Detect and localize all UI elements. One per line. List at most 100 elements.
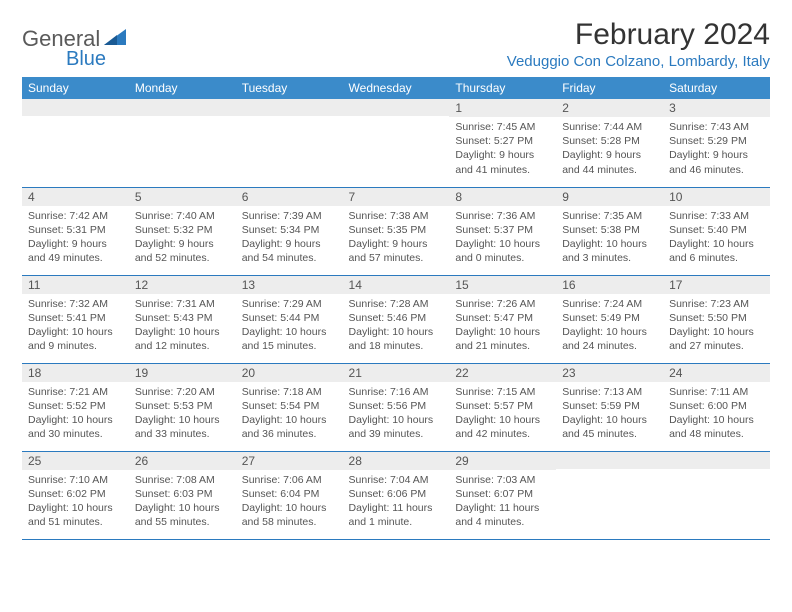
daylight-text: Daylight: 10 hours and 42 minutes. xyxy=(455,413,550,441)
sunset-text: Sunset: 5:40 PM xyxy=(669,223,764,237)
sunset-text: Sunset: 5:28 PM xyxy=(562,134,657,148)
day-number xyxy=(129,99,236,116)
day-number: 22 xyxy=(449,364,556,382)
sunset-text: Sunset: 5:34 PM xyxy=(242,223,337,237)
sunrise-text: Sunrise: 7:31 AM xyxy=(135,297,230,311)
day-details: Sunrise: 7:10 AMSunset: 6:02 PMDaylight:… xyxy=(22,470,129,534)
sunset-text: Sunset: 5:32 PM xyxy=(135,223,230,237)
day-cell: 6 Sunrise: 7:39 AMSunset: 5:34 PMDaylight… xyxy=(236,187,343,275)
daylight-text: Daylight: 10 hours and 24 minutes. xyxy=(562,325,657,353)
day-number: 14 xyxy=(343,276,450,294)
table-row: 18Sunrise: 7:21 AMSunset: 5:52 PMDayligh… xyxy=(22,363,770,451)
sunrise-text: Sunrise: 7:23 AM xyxy=(669,297,764,311)
day-number xyxy=(663,452,770,469)
day-cell: 3Sunrise: 7:43 AMSunset: 5:29 PMDaylight… xyxy=(663,99,770,187)
sunrise-text: Sunrise: 7:35 AM xyxy=(562,209,657,223)
brand-logo: General xyxy=(22,18,128,52)
table-row: 25Sunrise: 7:10 AMSunset: 6:02 PMDayligh… xyxy=(22,451,770,539)
sunrise-text: Sunrise: 7:21 AM xyxy=(28,385,123,399)
sunrise-text: Sunrise: 7:26 AM xyxy=(455,297,550,311)
calendar-body: 1Sunrise: 7:45 AMSunset: 5:27 PMDaylight… xyxy=(22,99,770,539)
sunrise-text: Sunrise: 7:04 AM xyxy=(349,473,444,487)
daylight-text: Daylight: 10 hours and 58 minutes. xyxy=(242,501,337,529)
sunset-text: Sunset: 5:38 PM xyxy=(562,223,657,237)
sunrise-text: Sunrise: 7:10 AM xyxy=(28,473,123,487)
daylight-text: Daylight: 9 hours and 57 minutes. xyxy=(349,237,444,265)
day-details: Sunrise: 7:04 AMSunset: 6:06 PMDaylight:… xyxy=(343,470,450,534)
day-cell: 9Sunrise: 7:35 AMSunset: 5:38 PMDaylight… xyxy=(556,187,663,275)
day-cell: 16Sunrise: 7:24 AMSunset: 5:49 PMDayligh… xyxy=(556,275,663,363)
daylight-text: Daylight: 10 hours and 39 minutes. xyxy=(349,413,444,441)
day-cell: 4 Sunrise: 7:42 AMSunset: 5:31 PMDaylight… xyxy=(22,187,129,275)
day-cell: 13Sunrise: 7:29 AMSunset: 5:44 PMDayligh… xyxy=(236,275,343,363)
daylight-text: Daylight: 10 hours and 21 minutes. xyxy=(455,325,550,353)
daylight-text: Daylight: 9 hours and 52 minutes. xyxy=(135,237,230,265)
day-cell: 21Sunrise: 7:16 AMSunset: 5:56 PMDayligh… xyxy=(343,363,450,451)
title-block: February 2024 Veduggio Con Colzano, Lomb… xyxy=(507,18,770,70)
day-number: 1 xyxy=(449,99,556,117)
day-number: 4 xyxy=(22,188,129,206)
day-header-row: Sunday Monday Tuesday Wednesday Thursday… xyxy=(22,77,770,99)
sunrise-text: Sunrise: 7:39 AM xyxy=(242,209,337,223)
day-cell: 2Sunrise: 7:44 AMSunset: 5:28 PMDaylight… xyxy=(556,99,663,187)
day-cell: 18Sunrise: 7:21 AMSunset: 5:52 PMDayligh… xyxy=(22,363,129,451)
day-details: Sunrise: 7:03 AMSunset: 6:07 PMDaylight:… xyxy=(449,470,556,534)
page-title: February 2024 xyxy=(507,18,770,51)
location-subtitle: Veduggio Con Colzano, Lombardy, Italy xyxy=(507,53,770,70)
day-details: Sunrise: 7:36 AMSunset: 5:37 PMDaylight:… xyxy=(449,206,556,270)
day-cell: 15Sunrise: 7:26 AMSunset: 5:47 PMDayligh… xyxy=(449,275,556,363)
sunrise-text: Sunrise: 7:18 AM xyxy=(242,385,337,399)
day-number: 2 xyxy=(556,99,663,117)
sunset-text: Sunset: 5:31 PM xyxy=(28,223,123,237)
sunrise-text: Sunrise: 7:03 AM xyxy=(455,473,550,487)
day-details: Sunrise: 7:21 AMSunset: 5:52 PMDaylight:… xyxy=(22,382,129,446)
col-wednesday: Wednesday xyxy=(343,77,450,99)
day-cell: 19Sunrise: 7:20 AMSunset: 5:53 PMDayligh… xyxy=(129,363,236,451)
daylight-text: Daylight: 10 hours and 30 minutes. xyxy=(28,413,123,441)
sunrise-text: Sunrise: 7:29 AM xyxy=(242,297,337,311)
day-number: 6 xyxy=(236,188,343,206)
day-number: 26 xyxy=(129,452,236,470)
day-cell xyxy=(129,99,236,187)
day-number: 11 xyxy=(22,276,129,294)
daylight-text: Daylight: 10 hours and 0 minutes. xyxy=(455,237,550,265)
day-number: 16 xyxy=(556,276,663,294)
sunset-text: Sunset: 5:50 PM xyxy=(669,311,764,325)
daylight-text: Daylight: 10 hours and 18 minutes. xyxy=(349,325,444,353)
sunrise-text: Sunrise: 7:42 AM xyxy=(28,209,123,223)
day-number: 13 xyxy=(236,276,343,294)
day-number xyxy=(343,99,450,116)
day-cell: 23Sunrise: 7:13 AMSunset: 5:59 PMDayligh… xyxy=(556,363,663,451)
table-row: 11Sunrise: 7:32 AMSunset: 5:41 PMDayligh… xyxy=(22,275,770,363)
day-details: Sunrise: 7:06 AMSunset: 6:04 PMDaylight:… xyxy=(236,470,343,534)
sunset-text: Sunset: 5:59 PM xyxy=(562,399,657,413)
day-details: Sunrise: 7:11 AMSunset: 6:00 PMDaylight:… xyxy=(663,382,770,446)
daylight-text: Daylight: 9 hours and 41 minutes. xyxy=(455,148,550,176)
day-number: 20 xyxy=(236,364,343,382)
sunrise-text: Sunrise: 7:15 AM xyxy=(455,385,550,399)
daylight-text: Daylight: 9 hours and 49 minutes. xyxy=(28,237,123,265)
day-number: 28 xyxy=(343,452,450,470)
day-cell: 10Sunrise: 7:33 AMSunset: 5:40 PMDayligh… xyxy=(663,187,770,275)
day-details: Sunrise: 7:40 AMSunset: 5:32 PMDaylight:… xyxy=(129,206,236,270)
daylight-text: Daylight: 10 hours and 3 minutes. xyxy=(562,237,657,265)
day-number: 19 xyxy=(129,364,236,382)
daylight-text: Daylight: 9 hours and 54 minutes. xyxy=(242,237,337,265)
sunset-text: Sunset: 5:52 PM xyxy=(28,399,123,413)
day-details: Sunrise: 7:24 AMSunset: 5:49 PMDaylight:… xyxy=(556,294,663,358)
sunrise-text: Sunrise: 7:40 AM xyxy=(135,209,230,223)
day-number: 18 xyxy=(22,364,129,382)
sunset-text: Sunset: 5:44 PM xyxy=(242,311,337,325)
calendar-table: Sunday Monday Tuesday Wednesday Thursday… xyxy=(22,77,770,540)
daylight-text: Daylight: 10 hours and 33 minutes. xyxy=(135,413,230,441)
day-cell: 26Sunrise: 7:08 AMSunset: 6:03 PMDayligh… xyxy=(129,451,236,539)
daylight-text: Daylight: 9 hours and 46 minutes. xyxy=(669,148,764,176)
day-cell: 17Sunrise: 7:23 AMSunset: 5:50 PMDayligh… xyxy=(663,275,770,363)
sunset-text: Sunset: 5:56 PM xyxy=(349,399,444,413)
day-cell xyxy=(556,451,663,539)
day-cell xyxy=(343,99,450,187)
day-details: Sunrise: 7:20 AMSunset: 5:53 PMDaylight:… xyxy=(129,382,236,446)
day-number: 12 xyxy=(129,276,236,294)
sunrise-text: Sunrise: 7:28 AM xyxy=(349,297,444,311)
day-cell: 8Sunrise: 7:36 AMSunset: 5:37 PMDaylight… xyxy=(449,187,556,275)
